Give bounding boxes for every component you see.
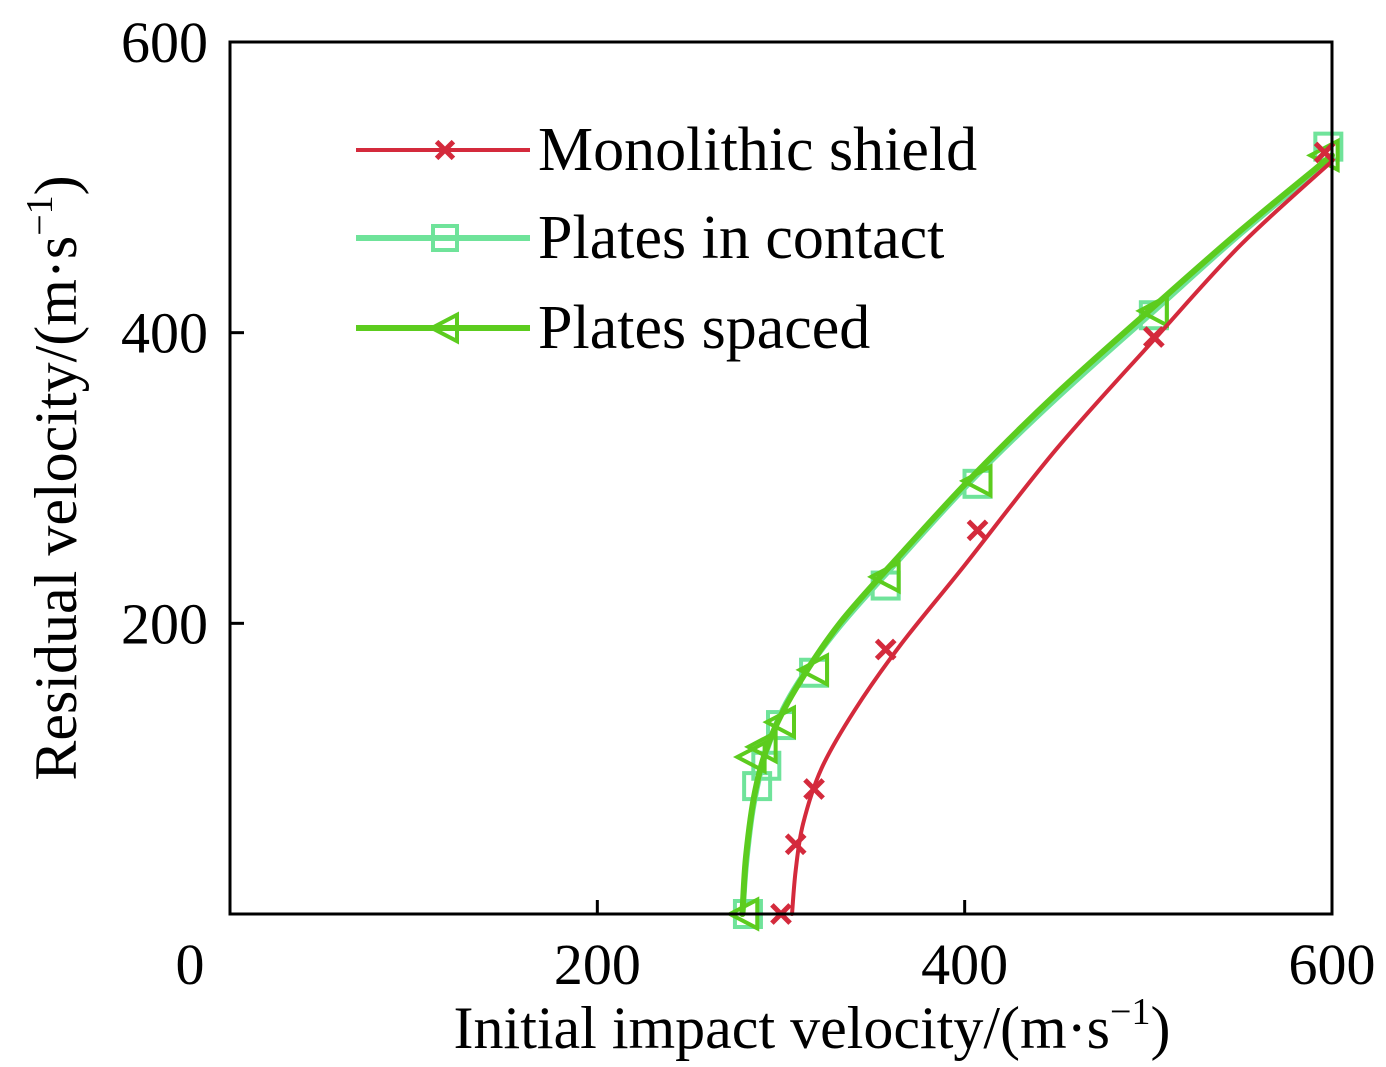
y-tick-label: 200 bbox=[121, 591, 208, 656]
legend-entry: Plates in contact bbox=[356, 204, 944, 272]
x-marker bbox=[434, 139, 456, 161]
square-marker bbox=[431, 224, 459, 252]
legend-entry: Plates spaced bbox=[356, 294, 870, 362]
x-marker bbox=[874, 638, 897, 661]
left-triangle-marker bbox=[427, 311, 459, 345]
left-triangle-marker bbox=[744, 729, 778, 765]
legend-entry: Monolithic shield bbox=[356, 116, 977, 184]
left-triangle-marker bbox=[867, 559, 901, 595]
left-triangle-marker bbox=[795, 652, 830, 688]
axes-layer bbox=[228, 40, 1334, 916]
left-triangle-marker bbox=[762, 704, 796, 740]
ticks-layer: 0 200 400 600 200 400 600 bbox=[121, 10, 1376, 997]
x-marker bbox=[803, 778, 825, 800]
x-axis-label: Initial impact velocity/(m·s−1) bbox=[454, 991, 1171, 1061]
left-triangle-marker bbox=[1135, 293, 1169, 329]
x-marker bbox=[784, 833, 807, 856]
x-tick-label: 400 bbox=[921, 932, 1008, 997]
series-plates-spaced bbox=[725, 137, 1340, 932]
legend-label: Plates spaced bbox=[538, 294, 870, 362]
x-tick-label: 200 bbox=[554, 932, 641, 997]
series-line bbox=[790, 159, 1334, 916]
x-marker bbox=[966, 519, 989, 542]
y-axis-label: Residual velocity/(m·s−1) bbox=[19, 175, 89, 780]
left-triangle-marker bbox=[1306, 137, 1340, 173]
series-line bbox=[739, 152, 1335, 917]
y-tick-label: 400 bbox=[121, 301, 208, 366]
x-tick-label: 600 bbox=[1289, 932, 1376, 997]
x-tick-label: 0 bbox=[176, 932, 205, 997]
plot-layer bbox=[725, 131, 1344, 932]
legend-label: Plates in contact bbox=[538, 204, 944, 272]
left-triangle-marker bbox=[958, 463, 993, 499]
y-tick-label: 600 bbox=[121, 10, 208, 75]
legend: Monolithic shield Plates in contact Plates… bbox=[356, 116, 977, 362]
legend-label: Monolithic shield bbox=[538, 116, 977, 184]
plot-frame bbox=[228, 40, 1334, 916]
x-marker bbox=[1142, 326, 1165, 348]
